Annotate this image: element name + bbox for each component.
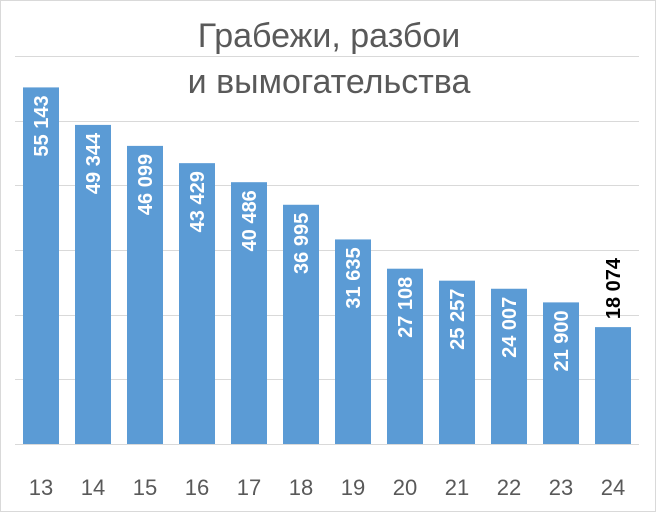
data-label: 40 486: [239, 190, 261, 251]
chart-title-line-1: Грабежи, разбои: [197, 17, 461, 55]
bar: [439, 280, 475, 444]
x-tick-label: 23: [549, 475, 573, 500]
x-tick-label: 15: [133, 475, 157, 500]
bar: [387, 268, 423, 444]
data-label: 18 074: [603, 257, 625, 319]
data-label: 25 257: [447, 289, 469, 350]
bar: [179, 163, 215, 445]
bar: [127, 145, 163, 444]
data-label: 55 143: [31, 95, 53, 156]
data-label: 49 344: [83, 132, 105, 194]
chart-title-line-2: и вымогательства: [187, 63, 471, 101]
bar: [231, 182, 267, 444]
bar: [543, 302, 579, 444]
x-tick-label: 17: [237, 475, 261, 500]
data-label: 43 429: [187, 171, 209, 232]
x-tick-label: 18: [289, 475, 313, 500]
x-tick-label: 13: [29, 475, 53, 500]
bar: [595, 327, 631, 444]
data-label: 31 635: [343, 247, 365, 308]
data-label: 24 007: [499, 297, 521, 358]
data-label: 27 108: [395, 277, 417, 338]
data-label: 36 995: [291, 213, 313, 274]
bar: [491, 288, 527, 444]
x-tick-label: 22: [497, 475, 521, 500]
x-tick-label: 19: [341, 475, 365, 500]
bar: [23, 87, 59, 444]
data-label: 46 099: [135, 154, 157, 215]
x-tick-label: 24: [601, 475, 625, 500]
x-tick-label: 16: [185, 475, 209, 500]
x-tick-label: 21: [445, 475, 469, 500]
bar: [335, 239, 371, 444]
bar: [75, 124, 111, 444]
x-tick-label: 20: [393, 475, 417, 500]
bar: [283, 204, 319, 444]
x-tick-label: 14: [81, 475, 105, 500]
chart-title: Грабежи, разбои и вымогательства: [1, 13, 656, 105]
data-label: 21 900: [551, 310, 573, 371]
